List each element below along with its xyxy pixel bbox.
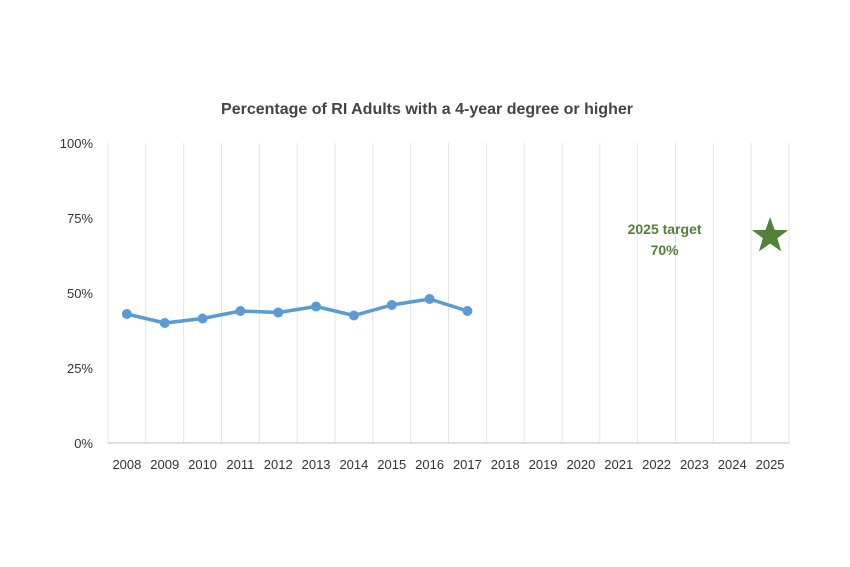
y-tick-label: 0% — [74, 436, 93, 451]
x-tick-label: 2009 — [150, 457, 179, 472]
x-tick-label: 2014 — [339, 457, 368, 472]
data-point — [273, 307, 284, 318]
x-tick-label: 2020 — [566, 457, 595, 472]
x-tick-label: 2022 — [642, 457, 671, 472]
x-tick-label: 2015 — [377, 457, 406, 472]
x-tick-label: 2012 — [264, 457, 293, 472]
target-annotation: 2025 target 70% — [628, 217, 789, 258]
data-point — [424, 294, 435, 304]
data-point — [235, 306, 246, 316]
data-point — [121, 309, 132, 319]
gridlines — [107, 143, 790, 443]
x-axis-ticks: 2008 2009 2010 2011 2012 2013 2014 2015 2016 2017… — [112, 457, 784, 472]
y-tick-label: 100% — [60, 136, 94, 151]
x-tick-label: 2008 — [112, 457, 141, 472]
y-tick-label: 25% — [67, 361, 93, 376]
x-tick-label: 2013 — [302, 457, 331, 472]
y-tick-label: 50% — [67, 286, 93, 301]
data-point — [159, 318, 170, 328]
data-point — [386, 300, 397, 310]
x-tick-label: 2011 — [226, 457, 254, 472]
x-tick-label: 2019 — [529, 457, 558, 472]
data-point — [197, 313, 208, 324]
x-tick-label: 2016 — [415, 457, 444, 472]
y-axis-ticks: 0% 25% 50% 75% 100% — [60, 136, 94, 451]
data-series — [121, 294, 473, 328]
target-star-icon — [752, 217, 789, 252]
data-point — [462, 306, 473, 316]
data-point — [311, 301, 322, 312]
series-line — [125, 297, 470, 325]
x-tick-label: 2017 — [453, 457, 482, 472]
x-tick-label: 2010 — [188, 457, 217, 472]
y-tick-label: 75% — [67, 211, 93, 226]
data-point — [348, 310, 359, 321]
x-tick-label: 2018 — [491, 457, 520, 472]
x-tick-label: 2021 — [604, 457, 633, 472]
x-tick-label: 2024 — [718, 457, 747, 472]
target-label: 2025 target — [628, 221, 702, 237]
chart-title: Percentage of RI Adults with a 4-year de… — [221, 101, 633, 118]
target-value-label: 70% — [651, 242, 680, 258]
x-tick-label: 2023 — [680, 457, 709, 472]
x-tick-label: 2025 — [756, 457, 785, 472]
